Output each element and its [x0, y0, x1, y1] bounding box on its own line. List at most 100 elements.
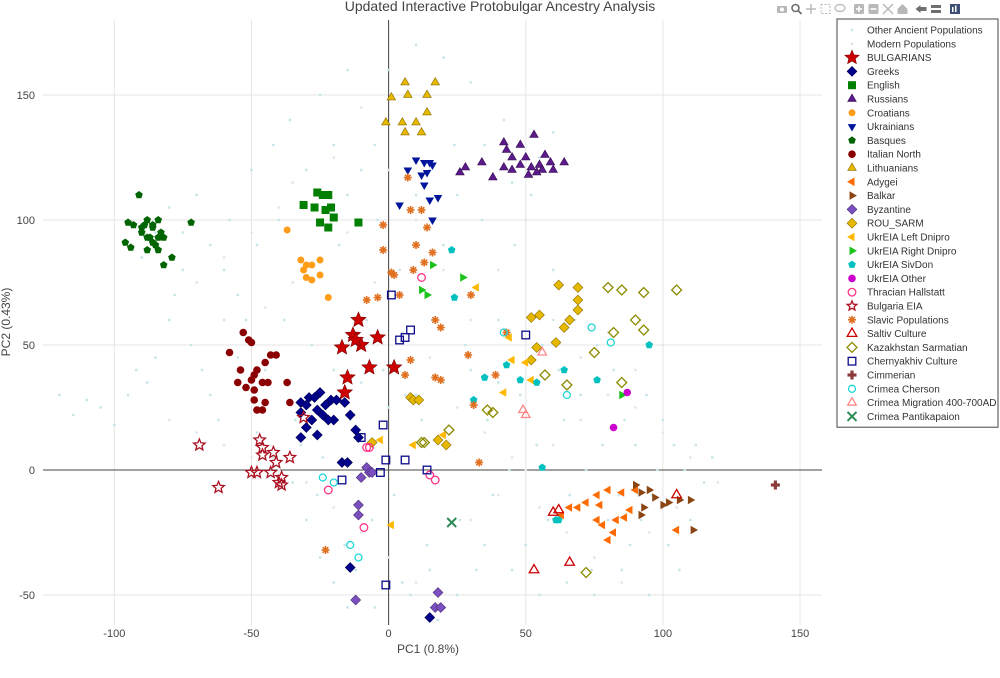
data-point[interactable] — [296, 409, 311, 424]
data-point[interactable] — [687, 495, 696, 505]
data-point[interactable] — [379, 246, 388, 254]
legend-item-bulgaria-eia[interactable]: Bulgaria EIA — [845, 299, 923, 313]
data-point[interactable] — [263, 464, 278, 479]
data-point[interactable] — [321, 206, 330, 214]
data-point[interactable] — [460, 161, 471, 171]
data-point[interactable] — [400, 76, 410, 86]
data-point[interactable] — [417, 273, 426, 282]
data-point[interactable] — [510, 456, 514, 459]
data-point[interactable] — [620, 568, 624, 572]
data-point[interactable] — [480, 373, 489, 381]
data-point[interactable] — [387, 168, 391, 172]
data-point[interactable] — [332, 506, 336, 509]
series-crimea-migration-400-700ad[interactable] — [517, 346, 548, 419]
data-point[interactable] — [501, 144, 512, 153]
data-point[interactable] — [428, 568, 432, 572]
series-lithuanians[interactable] — [381, 76, 441, 136]
data-point[interactable] — [537, 164, 548, 173]
data-point[interactable] — [534, 309, 545, 321]
data-point[interactable] — [346, 606, 349, 609]
data-point[interactable] — [409, 266, 418, 274]
data-point[interactable] — [428, 217, 437, 225]
data-point[interactable] — [311, 429, 323, 441]
legend-item-adygei[interactable]: Adygei — [847, 177, 898, 188]
data-point[interactable] — [442, 268, 445, 272]
data-point[interactable] — [480, 218, 484, 222]
data-point[interactable] — [247, 338, 256, 347]
data-point[interactable] — [548, 164, 558, 173]
data-point[interactable] — [580, 566, 592, 579]
data-point[interactable] — [455, 193, 459, 197]
data-point[interactable] — [611, 515, 619, 525]
data-point[interactable] — [346, 68, 349, 72]
data-point[interactable] — [581, 498, 589, 507]
data-point[interactable] — [538, 463, 547, 471]
data-point[interactable] — [485, 418, 489, 422]
data-point[interactable] — [609, 423, 618, 432]
data-point[interactable] — [420, 258, 429, 267]
data-point[interactable] — [435, 602, 447, 613]
legend-marker[interactable] — [850, 28, 854, 32]
data-point[interactable] — [529, 129, 539, 138]
legend-item-other-ancient-populations[interactable]: Other Ancient Populations — [850, 26, 983, 37]
data-point[interactable] — [386, 290, 396, 300]
data-point[interactable] — [400, 581, 404, 584]
data-point[interactable] — [154, 356, 157, 359]
data-point[interactable] — [661, 418, 665, 422]
data-point[interactable] — [261, 398, 269, 407]
data-point[interactable] — [282, 449, 298, 464]
data-point[interactable] — [395, 291, 404, 299]
zoom-in-icon[interactable] — [854, 4, 864, 14]
legend-item-crimea-cherson[interactable]: Crimea Cherson — [847, 384, 940, 395]
data-point[interactable] — [615, 284, 628, 296]
data-point[interactable] — [564, 314, 576, 326]
data-point[interactable] — [277, 218, 281, 222]
data-point[interactable] — [339, 368, 356, 385]
legend-item-italian-north[interactable]: Italian North — [848, 150, 921, 161]
data-point[interactable] — [314, 387, 326, 398]
data-point[interactable] — [318, 93, 322, 97]
data-point[interactable] — [129, 221, 138, 229]
data-point[interactable] — [346, 231, 349, 234]
data-point[interactable] — [261, 358, 269, 367]
data-point[interactable] — [350, 594, 362, 606]
data-point[interactable] — [225, 348, 234, 357]
data-point[interactable] — [395, 202, 404, 210]
data-point[interactable] — [195, 193, 199, 197]
legend-item-saltiv-culture[interactable]: Saltiv Culture — [846, 326, 927, 340]
data-point[interactable] — [455, 593, 459, 597]
data-point[interactable] — [291, 181, 295, 184]
data-point[interactable] — [565, 581, 569, 584]
data-point[interactable] — [524, 218, 528, 222]
data-point[interactable] — [154, 231, 157, 234]
data-point[interactable] — [603, 535, 611, 545]
data-point[interactable] — [460, 273, 468, 282]
data-point[interactable] — [99, 406, 103, 409]
data-point[interactable] — [483, 143, 487, 147]
legend-marker[interactable] — [847, 287, 857, 297]
legend-marker[interactable] — [848, 260, 856, 268]
data-point[interactable] — [420, 418, 423, 422]
data-point[interactable] — [464, 343, 467, 347]
data-point[interactable] — [572, 282, 584, 293]
data-point[interactable] — [222, 256, 226, 259]
data-point[interactable] — [524, 468, 528, 472]
data-point[interactable] — [619, 513, 627, 522]
data-point[interactable] — [331, 394, 342, 406]
data-point[interactable] — [536, 346, 548, 356]
data-point[interactable] — [333, 338, 351, 355]
data-point[interactable] — [403, 173, 412, 182]
legend-marker[interactable] — [847, 370, 857, 380]
data-point[interactable] — [173, 293, 177, 297]
data-point[interactable] — [362, 296, 371, 304]
data-point[interactable] — [145, 381, 149, 384]
data-point[interactable] — [379, 221, 388, 229]
data-point[interactable] — [311, 404, 323, 416]
data-point[interactable] — [336, 383, 354, 400]
data-point[interactable] — [295, 432, 307, 443]
data-point[interactable] — [469, 81, 473, 84]
data-point[interactable] — [616, 488, 625, 497]
legend[interactable]: Other Ancient Populations Modern Populati… — [836, 18, 999, 428]
data-point[interactable] — [597, 520, 606, 530]
data-point[interactable] — [552, 503, 565, 514]
